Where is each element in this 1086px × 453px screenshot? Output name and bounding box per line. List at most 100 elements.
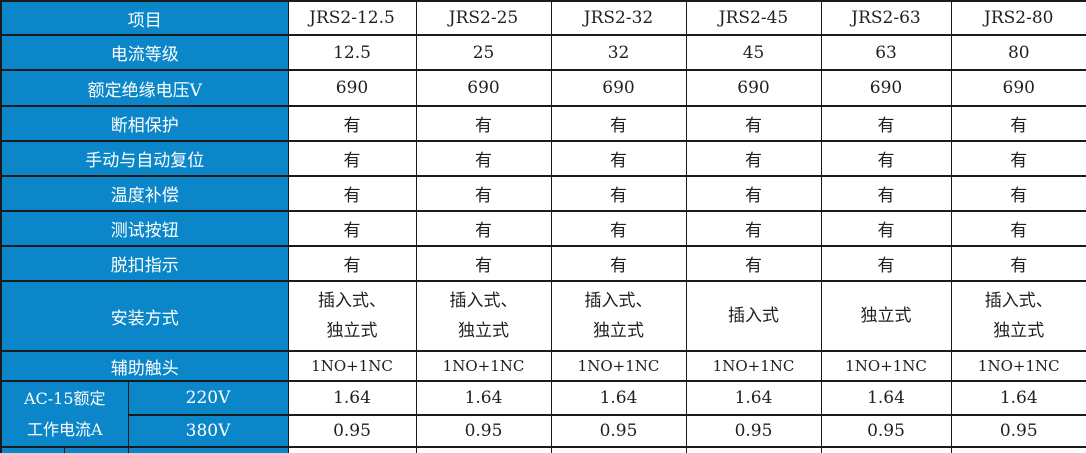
cell-value: 690	[950, 69, 1086, 107]
cell-value: 有	[950, 140, 1086, 177]
cell-value: 有	[950, 210, 1086, 247]
column-header-model: JRS2-45	[685, 0, 822, 36]
cell-value: 1.64	[950, 380, 1086, 416]
cell-value: 有	[550, 175, 687, 212]
cell-value: 有	[550, 140, 687, 177]
table-row: 断相保护 有 有 有 有 有 有	[0, 105, 1086, 142]
cell-value: 有	[950, 245, 1086, 282]
cell-value: 1NO+1NC	[287, 350, 417, 382]
cell-value: 插入式、 独立式	[950, 280, 1086, 352]
row-sublabel-380v: 380V	[127, 414, 289, 448]
row-label-temperature-compensation: 温度补偿	[0, 175, 289, 212]
cell-partial	[63, 446, 129, 453]
cell-value: 690	[685, 69, 822, 107]
table-row: 测试按钮 有 有 有 有 有 有	[0, 210, 1086, 247]
table-row: 额定绝缘电压V 690 690 690 690 690 690	[0, 69, 1086, 107]
cell-partial	[287, 446, 417, 453]
cell-value: 插入式、 独立式	[550, 280, 687, 352]
cell-value: 有	[950, 175, 1086, 212]
cell-value: 有	[415, 105, 552, 142]
cell-value: 有	[820, 140, 952, 177]
cell-value: 插入式、 独立式	[415, 280, 552, 352]
cell-value: 1NO+1NC	[550, 350, 687, 382]
cell-value: 1NO+1NC	[415, 350, 552, 382]
cell-partial	[0, 446, 65, 453]
row-label-insulation-voltage: 额定绝缘电压V	[0, 69, 289, 107]
cell-value: 有	[415, 245, 552, 282]
cell-value: 有	[820, 105, 952, 142]
table-row: 安装方式 插入式、 独立式 插入式、 独立式 插入式、 独立式 插入式 独立式 插入式…	[0, 280, 1086, 352]
cell-value: 有	[820, 210, 952, 247]
cell-partial	[550, 446, 687, 453]
cell-value: 0.95	[415, 414, 552, 448]
cell-value: 有	[287, 245, 417, 282]
cell-partial	[950, 446, 1086, 453]
cell-value: 有	[820, 175, 952, 212]
cell-value: 有	[550, 210, 687, 247]
cell-partial	[415, 446, 552, 453]
cell-value: 0.95	[550, 414, 687, 448]
cell-value: 有	[287, 175, 417, 212]
column-header-model: JRS2-63	[820, 0, 952, 36]
cell-value: 63	[820, 34, 952, 71]
cell-partial	[685, 446, 822, 453]
column-header-model: JRS2-80	[950, 0, 1086, 36]
row-label-manual-auto-reset: 手动与自动复位	[0, 140, 289, 177]
table-row: 温度补偿 有 有 有 有 有 有	[0, 175, 1086, 212]
cell-value: 有	[550, 105, 687, 142]
table-row: 项目 JRS2-12.5 JRS2-25 JRS2-32 JRS2-45 JRS…	[0, 0, 1086, 36]
cell-value: 12.5	[287, 34, 417, 71]
cell-value: 80	[950, 34, 1086, 71]
row-sublabel-220v: 220V	[127, 380, 289, 416]
row-label-ac15-rated-current: AC-15额定 工作电流A	[0, 380, 129, 448]
cell-value: 有	[415, 140, 552, 177]
cell-value: 1NO+1NC	[950, 350, 1086, 382]
cell-value: 32	[550, 34, 687, 71]
table-row: AC-15额定 工作电流A 220V 1.64 1.64 1.64 1.64 1…	[0, 380, 1086, 448]
cell-value: 有	[287, 210, 417, 247]
cell-value: 1.64	[550, 380, 687, 416]
table-row: 辅助触头 1NO+1NC 1NO+1NC 1NO+1NC 1NO+1NC 1NO…	[0, 350, 1086, 382]
cell-value: 插入式	[685, 280, 822, 352]
cell-value: 1.64	[685, 380, 822, 416]
cell-value: 有	[287, 105, 417, 142]
row-label-auxiliary-contacts: 辅助触头	[0, 350, 289, 382]
cell-value: 有	[415, 210, 552, 247]
cell-value: 有	[950, 105, 1086, 142]
cell-value: 0.95	[685, 414, 822, 448]
cell-partial	[820, 446, 952, 453]
cell-value: 1.64	[287, 380, 417, 416]
column-header-model: JRS2-12.5	[287, 0, 417, 36]
row-label-mounting-type: 安装方式	[0, 280, 289, 352]
table-row: 脱扣指示 有 有 有 有 有 有	[0, 245, 1086, 282]
cell-value: 25	[415, 34, 552, 71]
column-header-model: JRS2-25	[415, 0, 552, 36]
cell-value: 有	[685, 175, 822, 212]
cell-value: 1NO+1NC	[820, 350, 952, 382]
table-row: 手动与自动复位 有 有 有 有 有 有	[0, 140, 1086, 177]
cell-partial	[127, 446, 289, 453]
row-label-current-rating: 电流等级	[0, 34, 289, 71]
cell-value: 有	[820, 245, 952, 282]
cell-value: 有	[415, 175, 552, 212]
column-header-model: JRS2-32	[550, 0, 687, 36]
row-label-phase-failure-protection: 断相保护	[0, 105, 289, 142]
cell-value: 有	[685, 210, 822, 247]
cell-value: 690	[820, 69, 952, 107]
cell-value: 有	[685, 105, 822, 142]
cell-value: 0.95	[287, 414, 417, 448]
cell-value: 1NO+1NC	[685, 350, 822, 382]
table-row: 380V 0.95 0.95 0.95 0.95 0.95 0.95	[1, 414, 1086, 448]
cell-value: 有	[287, 140, 417, 177]
cell-value: 独立式	[820, 280, 952, 352]
cell-value: 有	[685, 245, 822, 282]
cell-value: 690	[550, 69, 687, 107]
table-row: 电流等级 12.5 25 32 45 63 80	[0, 34, 1086, 71]
cell-value: 0.95	[950, 414, 1086, 448]
cell-value: 插入式、 独立式	[287, 280, 417, 352]
row-label-test-button: 测试按钮	[0, 210, 289, 247]
cell-value: 有	[685, 140, 822, 177]
cell-value: 0.95	[820, 414, 952, 448]
cell-value: 有	[550, 245, 687, 282]
cell-value: 1.64	[820, 380, 952, 416]
